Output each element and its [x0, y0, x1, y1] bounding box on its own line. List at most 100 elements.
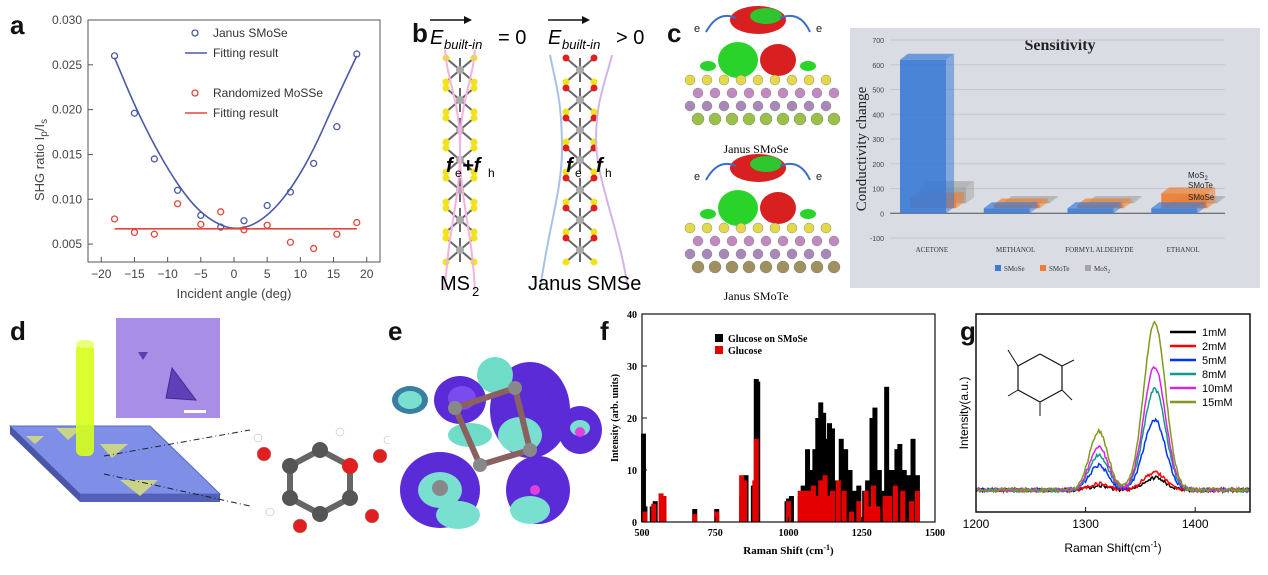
- svg-text:e: e: [455, 166, 462, 180]
- right-field-formula: E built-in > 0: [548, 16, 644, 52]
- bar-glucose: [829, 490, 835, 522]
- bar-glucose-on-smose: [910, 438, 916, 522]
- y-tick-label: 10: [627, 466, 637, 477]
- svg-text:e: e: [575, 166, 582, 180]
- electron-arrow: [779, 162, 811, 181]
- ms2-janus-schematic: E built-in = 0 E built-in > 0 f e +f h f…: [430, 16, 644, 299]
- lattice-atom: [820, 100, 832, 112]
- janus-carrier-label: f e f h: [566, 155, 612, 180]
- lattice-atom: [794, 235, 806, 247]
- x-tick-label: 10: [294, 267, 308, 281]
- data-point: [263, 201, 271, 210]
- lattice-atom: [811, 87, 823, 99]
- electron-arrow: [705, 162, 737, 181]
- lattice-atom: [794, 87, 806, 99]
- chalcogen-atom: [562, 78, 570, 86]
- bar-glucose: [914, 490, 920, 522]
- y-axis-label: Intensity (arb. units): [610, 374, 621, 462]
- flake-small: [138, 352, 148, 360]
- chalcogen-atom: [562, 108, 570, 116]
- legend-label: 10mM: [1202, 383, 1233, 395]
- bar-glucose-on-smose: [897, 444, 903, 522]
- y-axis-label: Conductivity change: [854, 86, 870, 211]
- structure-bond: [1039, 389, 1063, 403]
- bar-glucose: [875, 506, 881, 522]
- bar-glucose: [753, 438, 759, 522]
- panel-g-label: g: [960, 316, 976, 346]
- lattice-atom: [742, 112, 756, 126]
- lattice-atom: [684, 222, 696, 234]
- bar-glucose-on-smose: [906, 475, 912, 522]
- chalcogen-atom: [562, 144, 570, 152]
- legend-label: SMoSe: [1004, 265, 1025, 273]
- chalcogen-atom: [562, 258, 570, 266]
- charge-lobe: [700, 61, 716, 71]
- bar-side: [946, 53, 955, 214]
- bar-glucose-on-smose: [838, 438, 844, 522]
- ms2-caption: MS 2: [440, 273, 479, 299]
- lattice-atom: [726, 87, 738, 99]
- janus-electron-curve: [594, 54, 629, 291]
- lattice-atom: [777, 235, 789, 247]
- bar-side: [1197, 202, 1206, 214]
- svg-text:E: E: [430, 27, 444, 49]
- lattice-atom: [810, 112, 824, 126]
- legend-marker: [191, 89, 199, 97]
- bar-front: [983, 208, 1030, 214]
- scale-bar: [184, 410, 206, 413]
- sensitivity-chart: Sensitivity -100 0 100 200 300 400 500 600 700 Con…: [850, 28, 1260, 288]
- structure-bond: [1017, 353, 1041, 367]
- janus-smote-caption: Janus SMoTe: [724, 289, 789, 303]
- structure-bond: [1039, 353, 1063, 367]
- atom: [256, 446, 272, 462]
- bar-glucose-on-smose: [788, 496, 794, 522]
- bar-side: [1207, 187, 1216, 209]
- lattice-atom: [692, 87, 704, 99]
- lattice-atom: [820, 248, 832, 260]
- charge-lobe: [760, 192, 796, 224]
- lattice-atom: [803, 248, 815, 260]
- lattice-atom: [742, 260, 756, 274]
- x-tick-label: −10: [157, 267, 178, 281]
- x-tick-label: 5: [264, 267, 271, 281]
- data-point: [150, 230, 159, 238]
- chalcogen-atom: [442, 228, 450, 236]
- bar-glucose: [863, 490, 869, 522]
- data-point: [263, 221, 271, 229]
- structure-bond: [1007, 349, 1019, 367]
- electron-arrow: [705, 14, 737, 33]
- panel-b-label: b: [412, 18, 428, 48]
- x-axis-label: Raman Shift (cm-1): [743, 543, 834, 557]
- lattice-atom: [692, 235, 704, 247]
- data-point: [110, 215, 119, 223]
- lattice-atom: [701, 248, 713, 260]
- chalcogen-atom: [442, 138, 450, 146]
- chalcogen-atom: [590, 258, 598, 266]
- lattice-atom: [709, 235, 721, 247]
- bar-side: [1217, 196, 1226, 204]
- chalcogen-atom: [470, 114, 478, 122]
- x-axis-label: Incident angle (deg): [177, 286, 292, 301]
- chalcogen-atom: [442, 114, 450, 122]
- triangle-flake: [56, 428, 82, 440]
- chalcogen-atom: [442, 174, 450, 182]
- panel-d-label: d: [10, 316, 26, 346]
- charge-lobe: [760, 44, 796, 76]
- lattice-atom: [684, 248, 696, 260]
- lattice-atom: [701, 100, 713, 112]
- y-tick-label: 600: [872, 63, 884, 70]
- metal-atom: [456, 66, 464, 74]
- atom: [342, 490, 358, 506]
- chalcogen-atom: [562, 168, 570, 176]
- svg-text:f: f: [566, 155, 575, 177]
- chalcogen-atom: [562, 114, 570, 122]
- y-tick-label: 0.030: [52, 13, 82, 27]
- chalcogen-atom: [442, 234, 450, 242]
- laser-beam: [76, 344, 94, 456]
- bar-glucose: [866, 506, 872, 522]
- chalcogen-atom: [470, 228, 478, 236]
- panel-a-label: a: [10, 10, 25, 40]
- lattice-atom: [827, 260, 841, 274]
- chalcogen-atom: [442, 84, 450, 92]
